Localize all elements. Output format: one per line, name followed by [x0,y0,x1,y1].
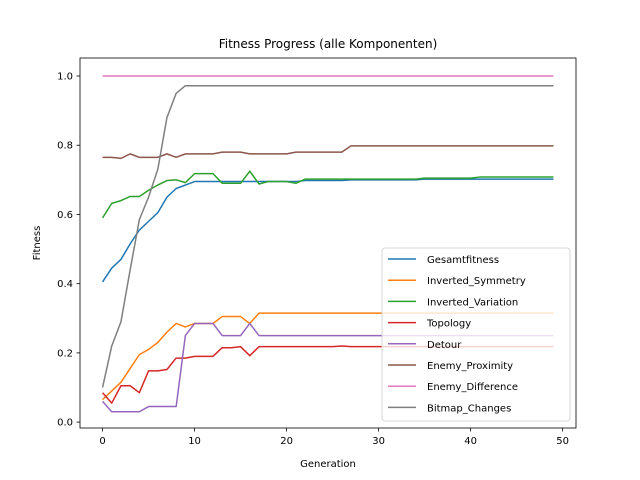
series-line-inverted-variation [101,170,554,219]
y-tick-label: 0.4 [57,279,73,290]
series-line-bitmap-changes [101,84,554,388]
chart-title: Fitness Progress (alle Komponenten) [219,37,438,51]
legend-entry: Bitmap_Changes [427,403,511,414]
y-tick-label: 0.6 [57,210,73,221]
x-tick-label: 0 [99,436,105,447]
legend-entry: Inverted_Symmetry [427,276,526,287]
legend-entry: Detour [427,340,462,351]
y-tick-label: 0.2 [57,348,73,359]
axis-ticks: 0 10 20 30 40 50 0.0 0.2 0.4 0.6 0.8 1.0 [57,71,569,447]
x-tick-label: 50 [556,436,569,447]
legend-entry: Topology [426,319,471,330]
legend-entry: Gesamtfitness [427,255,499,266]
legend-entry: Enemy_Proximity [427,361,513,372]
legend-box [381,247,571,422]
y-tick-label: 0.8 [57,141,73,152]
plot-frame [79,57,577,429]
x-tick-label: 40 [464,436,477,447]
plot-area [101,75,554,413]
legend-entry: Inverted_Variation [427,297,518,308]
x-tick-label: 20 [280,436,293,447]
x-tick-label: 10 [188,436,201,447]
y-tick-label: 0.0 [57,418,73,429]
y-axis-label: Fitness [32,226,43,261]
legend-entry: Enemy_Difference [427,382,518,393]
series-line-gesamtfitness [101,178,554,283]
series-line-enemy-proximity [102,145,554,160]
x-tick-label: 30 [372,436,385,447]
y-tick-label: 1.0 [57,71,73,82]
legend: Gesamtfitness Inverted_Symmetry Inverted_V… [381,247,571,422]
x-axis-label: Generation [300,459,356,470]
